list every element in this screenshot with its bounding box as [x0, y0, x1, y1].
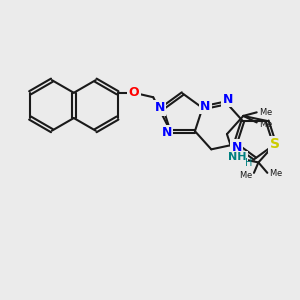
Text: $\mathregular{Me}$: $\mathregular{Me}$ — [269, 167, 283, 178]
Text: H: H — [245, 158, 252, 168]
Text: S: S — [270, 137, 280, 151]
Text: $\mathregular{Me}$: $\mathregular{Me}$ — [238, 169, 253, 180]
Text: N: N — [232, 141, 242, 154]
Text: $\mathregular{Me}$: $\mathregular{Me}$ — [259, 118, 273, 129]
Text: N: N — [155, 101, 165, 114]
Text: O: O — [129, 86, 139, 99]
Text: N: N — [223, 93, 233, 106]
Text: $\mathregular{Me}$: $\mathregular{Me}$ — [259, 106, 273, 117]
Text: N: N — [162, 126, 172, 139]
Text: N: N — [200, 100, 211, 113]
Text: NH: NH — [228, 152, 247, 162]
